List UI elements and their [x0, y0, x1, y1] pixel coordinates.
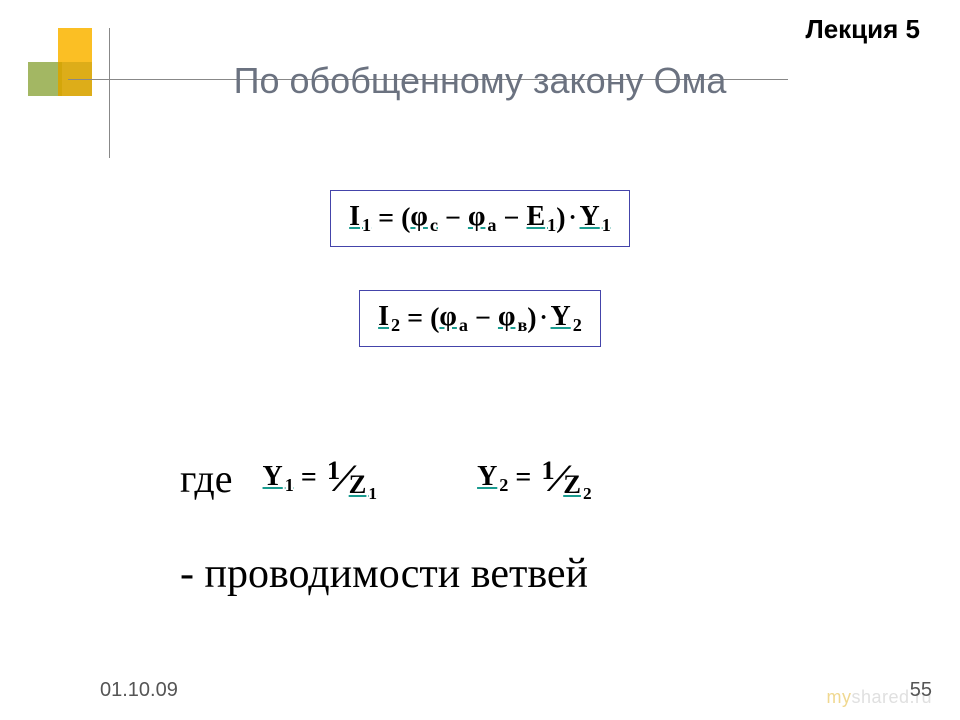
y1-Y-sub: 1 [283, 475, 294, 495]
f2-Y-sub: 2 [571, 315, 582, 335]
admittance-y1: Y1 = 1 ⁄ Z1 [263, 461, 378, 496]
f2-Y: Y [551, 301, 571, 332]
footer-date: 01.10.09 [100, 679, 178, 702]
f1-E-sub: 1 [545, 215, 556, 235]
footer-page-number: 55 [910, 679, 932, 702]
admittance-y2: Y2 = 1 ⁄ Z2 [477, 461, 592, 496]
y1-Z-sub: 1 [366, 484, 377, 503]
where-row: где Y1 = 1 ⁄ Z1 Y2 = 1 ⁄ Z2 [180, 455, 592, 502]
f1-phi2-sub: a [485, 215, 496, 235]
y1-Y: Y [263, 461, 283, 492]
f1-Y-sub: 1 [600, 215, 611, 235]
watermark-prefix: my [826, 687, 851, 707]
f2-phi1-sub: a [457, 315, 468, 335]
y2-Y: Y [477, 461, 497, 492]
f1-phi1-sub: c [428, 215, 438, 235]
y1-Z: Z [349, 469, 367, 499]
lecture-label: Лекция 5 [805, 14, 920, 45]
formula-1-box: I1 = ( φc − φa − E1 )· Y1 [330, 190, 630, 247]
f2-I: I [378, 301, 389, 332]
f2-phi2-sub: в [515, 315, 527, 335]
formula-2: I2 = ( φa − φв )· Y2 [378, 301, 582, 336]
y2-num: 1 [541, 455, 554, 486]
f1-E: E [526, 201, 545, 232]
conductance-description: - проводимости ветвей [180, 550, 588, 598]
y2-Z-sub: 2 [581, 484, 592, 503]
formula-1-container: I1 = ( φc − φa − E1 )· Y1 [0, 190, 960, 247]
y1-num: 1 [327, 455, 340, 486]
f1-I: I [349, 201, 360, 232]
formula-1: I1 = ( φc − φa − E1 )· Y1 [349, 201, 611, 236]
slide-title: По обобщенному закону Ома [0, 60, 960, 102]
f2-I-sub: 2 [389, 315, 400, 335]
y2-Z: Z [563, 469, 581, 499]
y2-Y-sub: 2 [497, 475, 508, 495]
f1-I-sub: 1 [360, 215, 371, 235]
where-label: где [180, 455, 233, 502]
formula-2-box: I2 = ( φa − φв )· Y2 [359, 290, 601, 347]
deco-square-1 [58, 28, 92, 62]
f1-Y: Y [580, 201, 600, 232]
formula-2-container: I2 = ( φa − φв )· Y2 [0, 290, 960, 347]
